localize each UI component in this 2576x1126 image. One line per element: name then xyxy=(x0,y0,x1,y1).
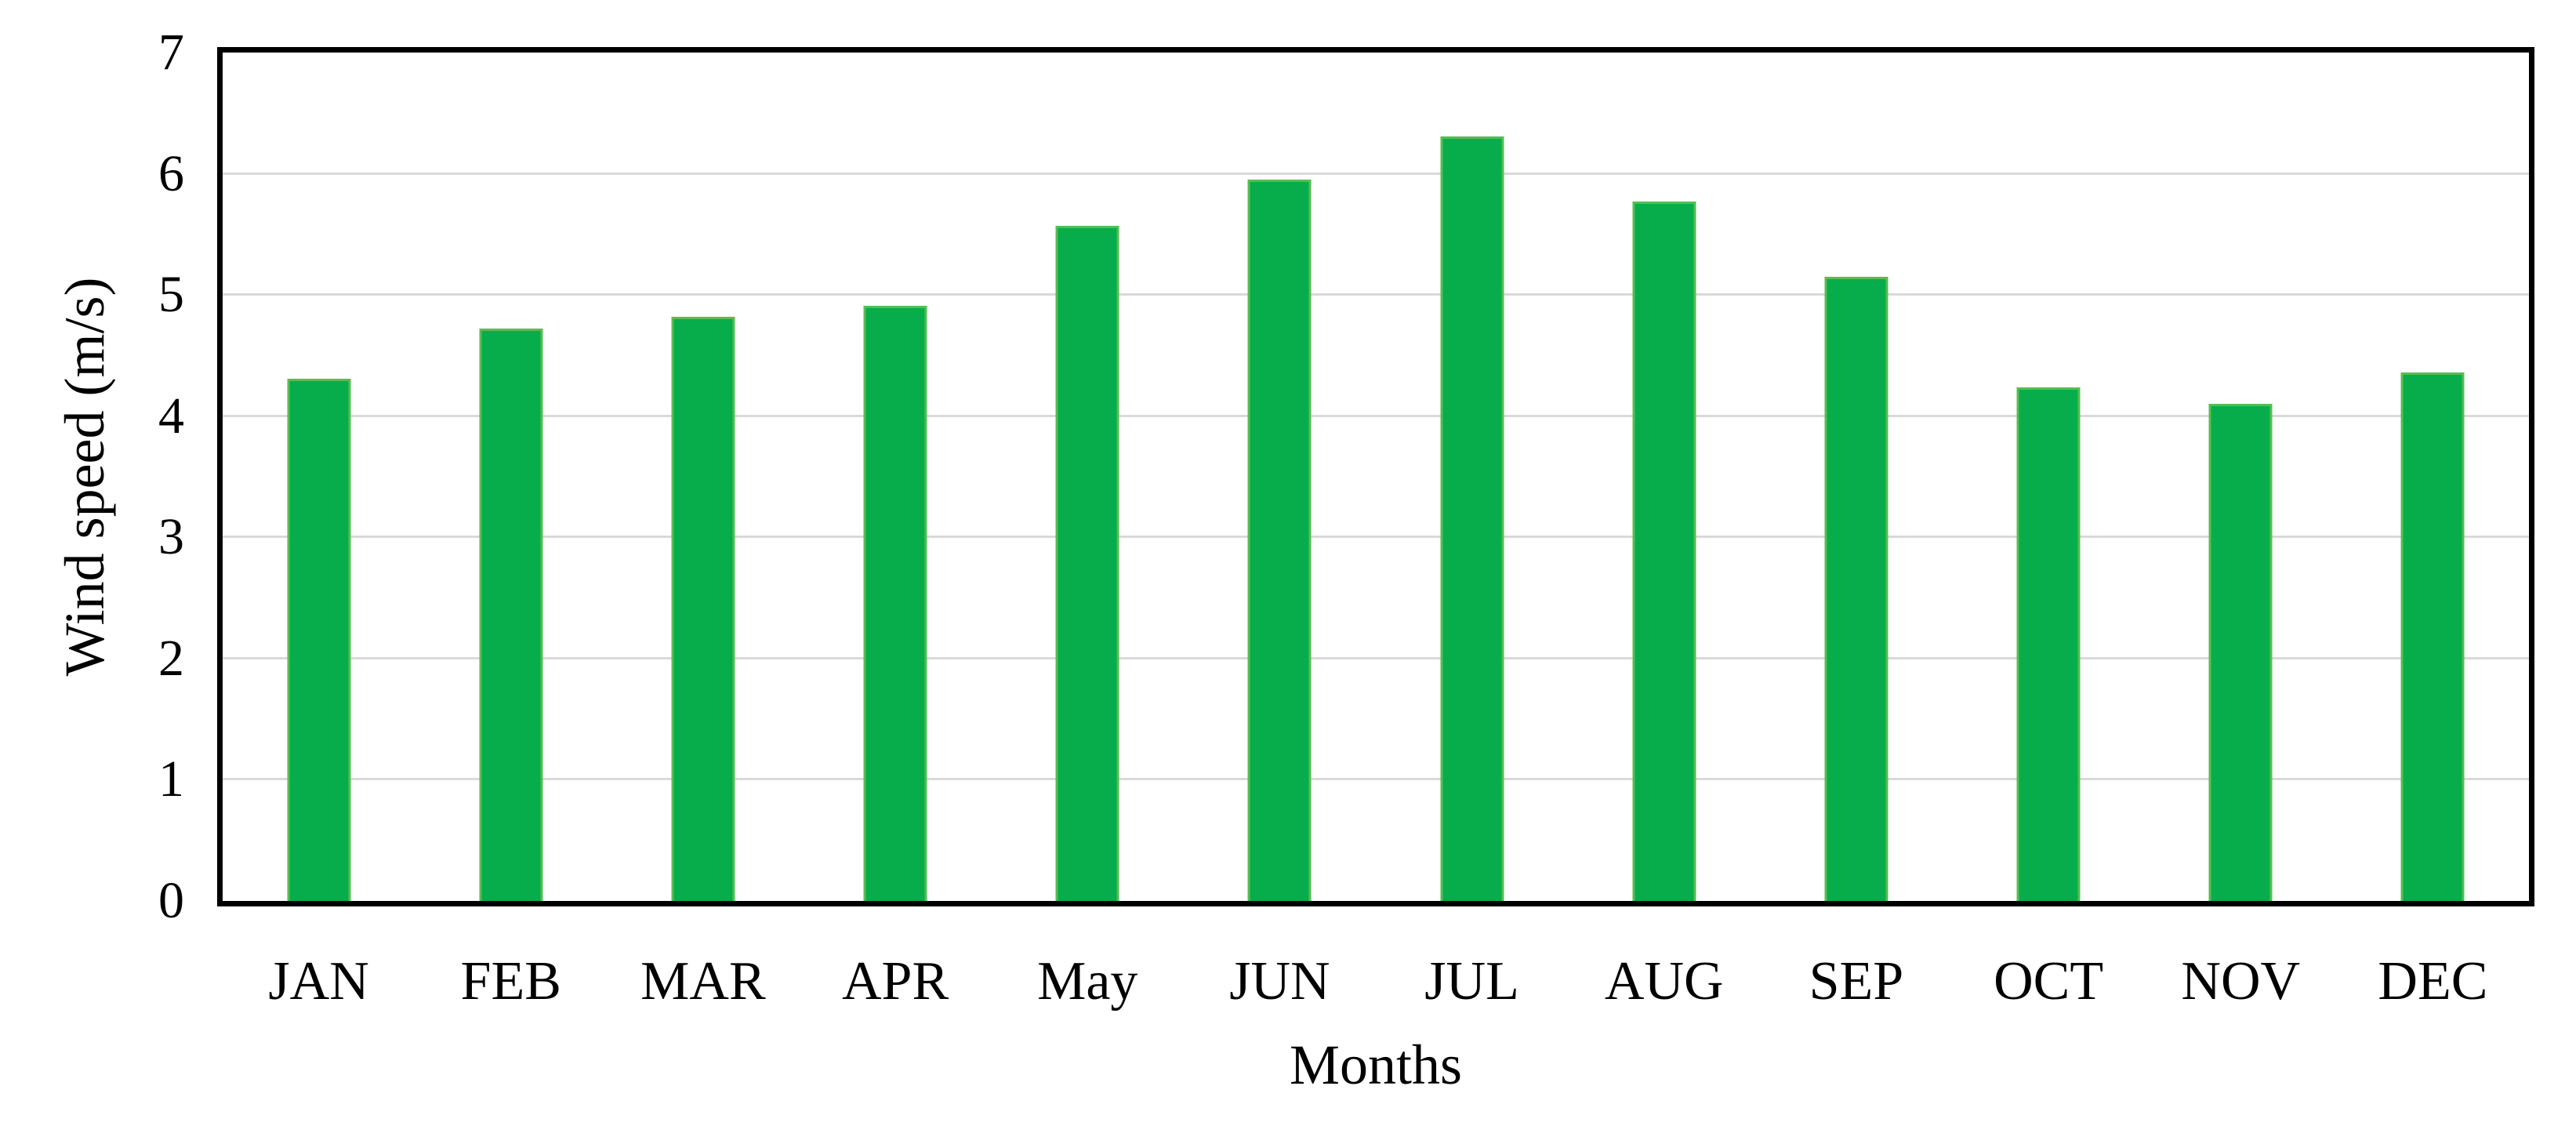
x-tick-feb: FEB xyxy=(460,951,561,1012)
bar-slot-may xyxy=(992,53,1184,901)
bar-jul xyxy=(1440,136,1504,901)
x-tick-oct: OCT xyxy=(1994,951,2104,1012)
bar-slot-apr xyxy=(800,53,992,901)
bar-slot-aug xyxy=(1568,53,1760,901)
y-tick-3: 3 xyxy=(158,508,184,566)
gridline-2 xyxy=(223,656,2529,659)
x-tick-jun: JUN xyxy=(1229,951,1330,1012)
gridline-5 xyxy=(223,293,2529,296)
x-tick-jan: JAN xyxy=(268,951,369,1012)
bar-oct xyxy=(2016,387,2081,901)
x-tick-nov: NOV xyxy=(2181,951,2301,1012)
y-tick-5: 5 xyxy=(158,266,184,324)
y-tick-1: 1 xyxy=(158,750,184,808)
bar-slot-sep xyxy=(1760,53,1952,901)
x-tick-may: May xyxy=(1037,951,1138,1012)
plot-area xyxy=(217,47,2534,906)
bar-slot-jan xyxy=(223,53,415,901)
y-tick-6: 6 xyxy=(158,144,184,202)
bar-slot-oct xyxy=(1953,53,2145,901)
bar-jun xyxy=(1247,180,1312,901)
bar-slot-nov xyxy=(2145,53,2337,901)
bar-jan xyxy=(287,378,351,901)
y-tick-2: 2 xyxy=(158,629,184,687)
bar-apr xyxy=(863,306,927,901)
x-tick-dec: DEC xyxy=(2378,951,2488,1012)
x-tick-sep: SEP xyxy=(1809,951,1904,1012)
x-axis-title: Months xyxy=(1289,1033,1463,1096)
bar-series xyxy=(223,53,2529,901)
bar-mar xyxy=(671,316,735,901)
x-tick-apr: APR xyxy=(841,951,949,1012)
x-tick-aug: AUG xyxy=(1604,951,1724,1012)
y-tick-0: 0 xyxy=(158,872,184,929)
bar-slot-mar xyxy=(607,53,799,901)
bar-sep xyxy=(1824,276,1888,901)
bar-feb xyxy=(479,329,543,901)
bar-nov xyxy=(2208,404,2273,901)
gridline-4 xyxy=(223,414,2529,417)
x-tick-jul: JUL xyxy=(1424,951,1519,1012)
gridline-1 xyxy=(223,778,2529,781)
gridline-6 xyxy=(223,172,2529,175)
bar-dec xyxy=(2400,372,2465,901)
bar-may xyxy=(1055,226,1119,901)
y-tick-7: 7 xyxy=(158,24,184,81)
bar-slot-feb xyxy=(415,53,607,901)
bar-slot-dec xyxy=(2337,53,2529,901)
gridline-3 xyxy=(223,536,2529,539)
bar-aug xyxy=(1632,202,1696,901)
x-tick-mar: MAR xyxy=(640,951,766,1012)
bar-slot-jun xyxy=(1184,53,1376,901)
y-tick-4: 4 xyxy=(158,387,184,445)
y-axis-title: Wind speed (m/s) xyxy=(53,277,116,677)
bar-slot-jul xyxy=(1376,53,1568,901)
